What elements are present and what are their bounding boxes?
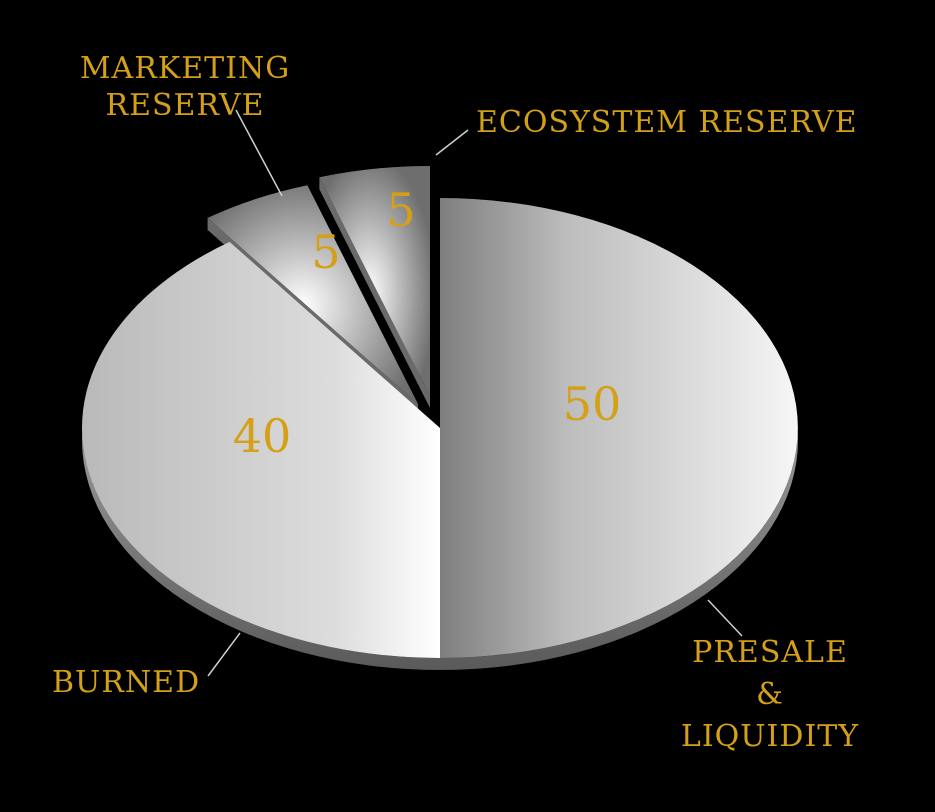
category-label-line: & [756,677,784,712]
leader-line-presale-and-liquidity [707,599,743,637]
category-label-presale-and-liquidity: PRESALE & LIQUIDITY [681,635,859,754]
value-label-presale-and-liquidity: 50 [563,377,622,431]
leader-line-burned [207,632,241,677]
category-label-line: BURNED [52,665,200,700]
category-label-burned: BURNED [52,665,200,700]
pie-slice-marketing-reserve [207,185,418,404]
pie-slice-burned [81,241,441,658]
category-label-marketing-reserve: MARKETING RESERVE [80,51,290,123]
leader-line-marketing-reserve [235,109,283,197]
category-label-ecosystem-reserve: ECOSYSTEM RESERVE [476,105,858,140]
category-label-line: RESERVE [105,88,264,123]
category-label-line: MARKETING [80,51,290,86]
category-label-line: LIQUIDITY [681,719,859,754]
pie-slice-presale-and-liquidity [440,198,798,658]
value-label-marketing-reserve: 5 [311,225,340,279]
pie-wall-ecosystem-reserve [319,177,430,408]
value-label-ecosystem-reserve: 5 [386,183,415,237]
pie-slice-ecosystem-reserve [319,166,430,396]
value-label-burned: 40 [233,409,292,463]
leader-line-ecosystem-reserve [435,129,469,156]
category-label-line: ECOSYSTEM RESERVE [476,105,858,140]
category-label-line: PRESALE [692,635,848,670]
